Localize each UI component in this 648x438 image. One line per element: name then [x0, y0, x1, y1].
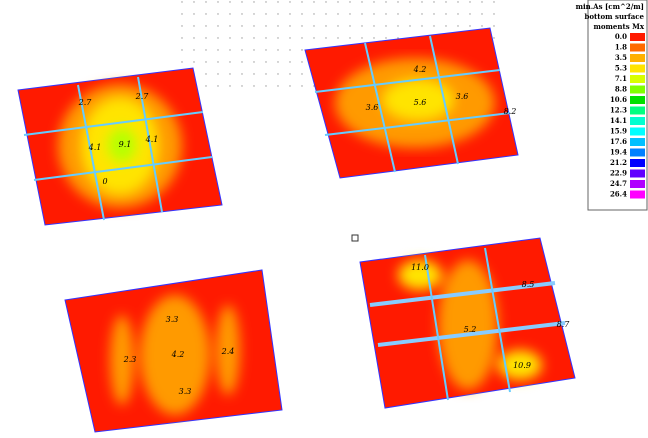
legend-swatch [630, 127, 645, 136]
legend-label: 1.8 [615, 43, 627, 52]
legend-swatch [630, 33, 645, 41]
legend-label: 24.7 [610, 179, 627, 188]
legend-title: moments Mx [593, 22, 644, 31]
contour-value: 4.1 [145, 135, 159, 144]
legend-swatch [630, 96, 645, 104]
legend-swatch [630, 85, 645, 94]
legend-swatch [630, 180, 645, 188]
legend-swatch [630, 148, 645, 157]
legend-swatch [630, 64, 645, 73]
contour-value: 11.0 [411, 263, 429, 272]
legend-label: 21.2 [610, 158, 627, 167]
legend-swatch [630, 43, 645, 52]
contour-value: 3.6 [456, 92, 469, 101]
contour-value: 8.2 [504, 107, 517, 116]
legend-label: 19.4 [610, 148, 627, 157]
legend-swatch [630, 138, 645, 146]
legend-swatch [630, 117, 645, 125]
contour-value: 3.6 [366, 103, 379, 112]
contour-value: 5.2 [464, 325, 477, 334]
legend-swatch [630, 54, 645, 62]
contour-value: 8.7 [557, 320, 571, 329]
marker [351, 234, 359, 242]
legend-label: 5.3 [615, 64, 627, 73]
legend-label: 7.1 [615, 74, 627, 83]
contour-value: 8.5 [522, 280, 535, 289]
legend-label: 15.9 [610, 127, 627, 136]
contour-value: 3.3 [166, 315, 179, 324]
contour-value: 4.1 [88, 143, 102, 152]
contour-value: 2.3 [123, 355, 137, 364]
contour-value: 2.7 [78, 98, 93, 107]
legend-swatch [630, 190, 645, 199]
slab-4 [359, 237, 576, 409]
contour-value: 3.3 [179, 387, 192, 396]
legend-label: 22.9 [610, 169, 627, 178]
legend-label: 26.4 [610, 190, 627, 199]
contour-value: 4.2 [413, 65, 427, 74]
contour-value: 10.9 [513, 361, 531, 370]
legend-swatch [630, 75, 645, 83]
legend-label: 14.1 [610, 116, 627, 125]
contour-value: 9.1 [119, 140, 132, 149]
contour-value: 2.4 [221, 347, 235, 356]
contour-value: 4.2 [171, 350, 185, 359]
legend-swatch [630, 169, 645, 178]
contour-value: 5.6 [414, 98, 427, 107]
slab-1 [17, 67, 223, 226]
legend-swatch [630, 159, 645, 167]
legend-swatch [630, 106, 645, 115]
legend-title: min.As [cm^2/m] [576, 2, 644, 11]
legend-label: 0.0 [615, 32, 627, 41]
legend-label: 10.6 [610, 95, 627, 104]
legend-title: bottom surface [584, 12, 644, 21]
legend-label: 17.6 [610, 137, 627, 146]
contour-value: 0 [102, 177, 107, 186]
slab-3 [64, 269, 283, 433]
contour-value: 2.7 [135, 92, 150, 101]
legend-label: 8.8 [615, 85, 627, 94]
legend-label: 12.3 [610, 106, 627, 115]
slab-2 [304, 27, 519, 179]
legend-label: 3.5 [615, 53, 627, 62]
